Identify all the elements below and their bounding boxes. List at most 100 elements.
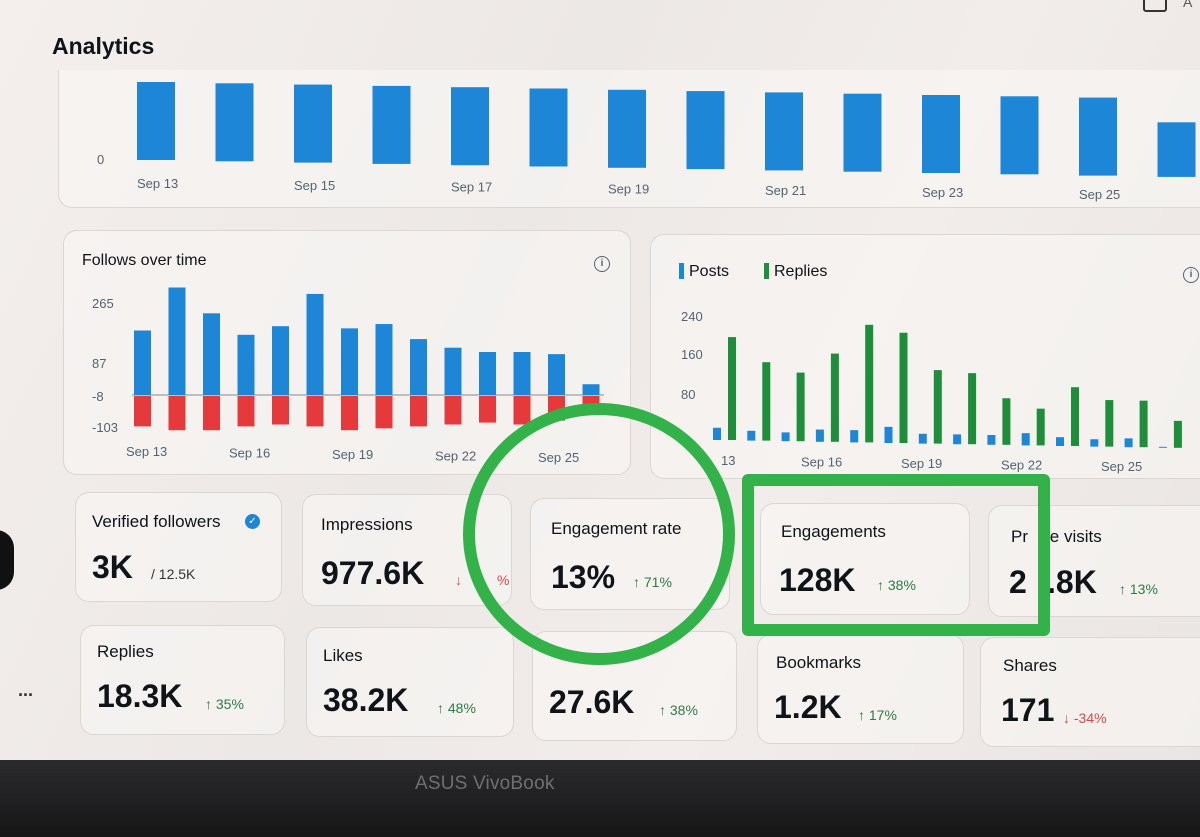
unfollows-bar [203,396,220,431]
replies-bar [1173,420,1182,448]
x-tick-label: Sep 13 [137,176,178,191]
x-tick-label: Sep 16 [801,455,842,470]
verified-badge-icon: ✓ [245,514,260,529]
impressions-value: 977.6K [321,555,425,591]
follows-bar [410,339,427,395]
engagements-label: Engagements [781,522,886,541]
impressions-bar [608,89,646,168]
likes-change: ↑ 48% [437,700,476,716]
legend-posts-label: Posts [689,263,729,280]
shares-value: 171 [1001,692,1055,728]
profile-visits-card[interactable]: Pr le visits 2 .8K ↑ 13% [988,505,1200,617]
top-right-label: A [1183,0,1193,10]
y-tick-label: -8 [92,389,104,404]
replies-bar [1002,398,1011,445]
follows-chart-title: Follows over time [82,252,207,269]
verified-followers-label: Verified followers [92,512,221,531]
side-button [0,530,14,590]
x-tick-label: Sep 25 [1101,459,1142,474]
x-tick-label: 13 [721,453,735,468]
x-tick-label: Sep 19 [608,181,649,196]
info-icon[interactable]: i [1183,267,1199,283]
replies-card[interactable]: Replies 18.3K ↑ 35% [80,625,285,735]
profile-visits-change: ↑ 13% [1119,581,1158,597]
posts-bar [884,426,893,443]
replies-bar [762,362,771,441]
laptop-bezel [0,760,1200,837]
verified-followers-value: 3K [92,549,133,585]
x-tick-label: Sep 23 [922,185,963,200]
y-tick-label: 80 [681,387,695,402]
bookmarks-change: ↑ 17% [858,707,897,723]
legend-replies-swatch [764,263,769,279]
replies-bar [728,337,736,440]
x-tick-label: Sep 16 [229,446,270,461]
unfollows-bar [341,396,358,431]
bookmarks-value: 1.2K [774,689,842,725]
follows-bar [306,293,324,395]
verified-followers-total: / 12.5K [151,566,196,582]
follows-bar [134,330,151,395]
unfollows-bar [513,396,531,425]
profile-visits-value-a: 2 [1009,564,1027,600]
posts-bar [1124,438,1133,448]
likes-card[interactable]: Likes 38.2K ↑ 48% [306,627,514,737]
replies-bar [865,324,874,443]
unfollows-bar [444,396,462,425]
x-tick-label: Sep 25 [1079,187,1120,202]
posts-replies-chart-card: Posts Replies 240 160 80 13 Sep 16 Sep 19 Sep 22… [650,234,1200,479]
x-tick-label: Sep 17 [451,180,492,195]
posts-bar [713,427,721,440]
info-icon[interactable]: i [594,256,610,272]
shares-change: ↓ -34% [1063,710,1107,726]
replies-label: Replies [97,642,154,661]
follows-bar [341,328,358,395]
analytics-screen: Analytics A 0 Sep 13 Sep 15 Sep 17 Sep 19 Sep… [0,0,1200,775]
engagements-card[interactable]: Engagements 128K ↑ 38% [760,503,970,615]
replies-bar [796,372,805,442]
replies-bar [968,373,977,445]
follows-bar [444,347,462,395]
unfollows-bar [134,396,151,427]
replies-bar [1105,400,1114,447]
more-menu[interactable]: ... [18,680,34,700]
unfollows-bar [306,396,324,427]
shares-card[interactable]: Shares 171 ↓ -34% [980,637,1200,747]
x-tick-label: Sep 15 [294,178,335,193]
top-right-checkbox[interactable] [1143,0,1167,12]
profile-visits-label-a: Pr [1011,527,1028,546]
impressions-bar [686,91,725,170]
bookmarks-label: Bookmarks [776,653,862,672]
x-tick-label: Sep 19 [332,447,373,462]
bookmarks-card[interactable]: Bookmarks 1.2K ↑ 17% [757,634,964,744]
replies-value: 18.3K [97,678,183,714]
replies-bar [933,370,942,444]
unfollows-bar [237,396,255,427]
x-tick-label: Sep 22 [435,449,476,464]
profile-visits-value-b: .8K [1047,564,1097,600]
follows-bar [375,324,393,395]
impressions-chart-card: 0 Sep 13 Sep 15 Sep 17 Sep 19 Sep 21 Sep 23 Sep… [58,70,1200,208]
posts-bar [1090,439,1099,447]
impressions-change: ↓ [455,572,462,588]
posts-bar [987,435,996,445]
follows-bar [582,384,600,395]
posts-bar [918,433,927,444]
impressions-bar [1000,96,1039,175]
replies-bar [1071,387,1079,446]
follows-bar [479,352,496,395]
posts-bar [747,430,756,441]
unfollows-bar [410,396,427,427]
likes-label: Likes [323,646,363,665]
shares-label: Shares [1003,656,1057,675]
likes-value: 38.2K [323,682,409,718]
impressions-bar [529,88,568,167]
annotation-circle [463,403,735,665]
replies-bar [1036,408,1045,446]
follows-bar [237,334,255,395]
impressions-chart: 0 Sep 13 Sep 15 Sep 17 Sep 19 Sep 21 Sep 23 Sep… [97,82,1196,202]
verified-followers-card[interactable]: Verified followers ✓ 3K / 12.5K [75,492,282,602]
annotation-rectangle [742,474,1050,636]
profile-visits-label-b: le visits [1046,527,1102,546]
impressions-bar [372,85,411,164]
